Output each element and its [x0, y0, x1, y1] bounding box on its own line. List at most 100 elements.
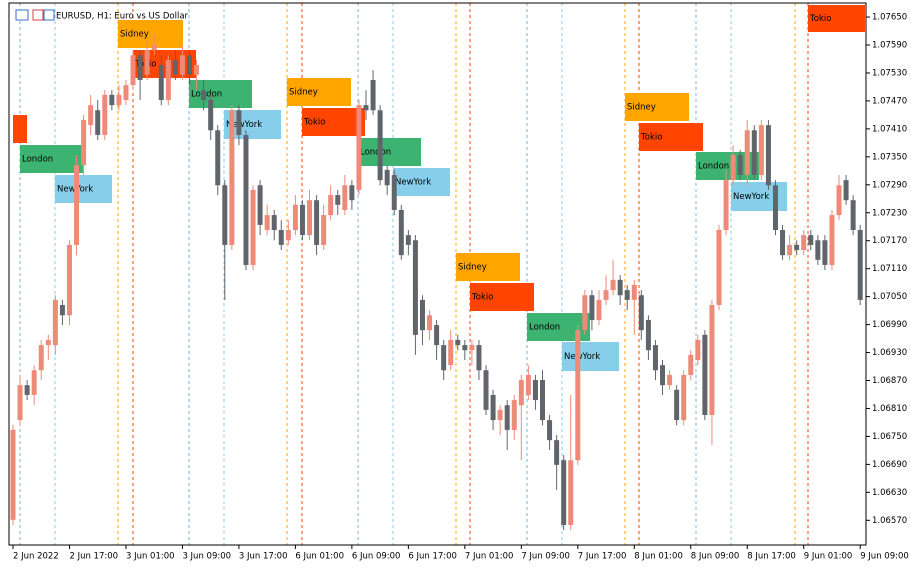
candle-body	[24, 385, 30, 395]
candle-body	[518, 380, 524, 406]
candle-body	[419, 299, 425, 331]
session-label: Sidney	[458, 263, 487, 273]
candle-body	[370, 79, 376, 111]
session-label: London	[22, 155, 53, 165]
candle-body	[391, 175, 397, 210]
candle-body	[723, 180, 729, 230]
candle-body	[81, 120, 87, 166]
icon	[32, 9, 44, 21]
candle-body	[667, 374, 673, 386]
candle-body	[822, 240, 828, 265]
candle-body	[342, 185, 348, 210]
candle-body	[737, 154, 743, 176]
candle-body	[808, 235, 814, 245]
session-box	[13, 115, 27, 143]
x-tick-label: 3 Jun 09:00	[182, 552, 231, 562]
candle-body	[681, 374, 687, 421]
candle-body	[716, 229, 722, 306]
session-box	[470, 283, 534, 311]
candle-body	[222, 185, 228, 245]
candle-body	[525, 374, 531, 395]
x-tick-label: 8 Jun 01:00	[634, 552, 683, 562]
candle-body	[321, 215, 327, 245]
candle-body	[377, 110, 383, 181]
session-label: NewYork	[564, 352, 600, 362]
y-tick-label: 1.07230	[872, 208, 907, 218]
session-box	[456, 253, 520, 281]
candle-body	[815, 240, 821, 260]
candle-body	[645, 319, 651, 351]
icon	[43, 9, 55, 21]
y-tick-label: 1.06870	[872, 376, 907, 386]
candle-body	[631, 284, 637, 300]
session-box	[393, 168, 450, 196]
candle-body	[455, 339, 461, 346]
session-box	[20, 145, 83, 173]
session-label: Sidney	[120, 30, 149, 40]
y-tick-label: 1.07650	[872, 13, 907, 23]
candle-body	[45, 339, 51, 346]
session-label: London	[191, 90, 222, 100]
candle-body	[794, 244, 800, 251]
session-box	[133, 50, 196, 78]
x-tick-label: 3 Jun 01:00	[126, 552, 175, 562]
candle-body	[829, 215, 835, 265]
candle-body	[116, 94, 122, 106]
candle-body	[52, 299, 58, 346]
candle-body	[257, 185, 263, 225]
candle-body	[151, 45, 157, 51]
candle-body	[801, 235, 807, 251]
candle-body	[201, 90, 207, 100]
candle-body	[744, 130, 750, 176]
session-label: Tokio	[303, 118, 325, 128]
candle-body	[780, 229, 786, 256]
candles	[10, 34, 863, 531]
candle-body	[660, 365, 666, 386]
candle-body	[172, 59, 178, 75]
y-tick-label: 1.07530	[872, 68, 907, 78]
session-label: Tokio	[640, 133, 662, 143]
x-tick-label: 3 Jun 17:00	[239, 552, 288, 562]
session-box	[55, 175, 112, 203]
candle-body	[208, 99, 214, 131]
session-box	[189, 80, 252, 108]
x-tick-label: 8 Jun 09:00	[691, 552, 740, 562]
candle-body	[271, 215, 277, 230]
candle-body	[130, 55, 136, 86]
candle-body	[483, 370, 489, 410]
candle-body	[596, 299, 602, 320]
y-tick-label: 1.07170	[872, 236, 907, 246]
candle-body	[229, 110, 235, 245]
session-label: Tokio	[471, 293, 493, 303]
session-box	[118, 20, 183, 48]
x-tick-label: 7 Jun 09:00	[521, 552, 570, 562]
candle-body	[412, 240, 418, 335]
y-tick-label: 1.06630	[872, 488, 907, 498]
candle-body	[469, 345, 475, 351]
session-label: Tokio	[809, 14, 831, 24]
candle-body	[532, 380, 538, 401]
session-box	[639, 123, 703, 151]
axes: 1.07650 1.07590 1.07530 1.07470 1.07410 1.073…	[12, 13, 909, 562]
candle-body	[10, 429, 16, 520]
candle-body	[540, 380, 545, 421]
x-tick-label: 2 Jun 17:00	[69, 552, 118, 562]
session-label: London	[529, 323, 560, 333]
session-box	[287, 78, 351, 106]
y-tick-label: 1.07290	[872, 180, 907, 190]
candle-body	[582, 295, 588, 331]
candle-body	[38, 345, 44, 371]
candle-body	[561, 460, 567, 525]
candle-body	[709, 305, 715, 415]
session-label: NewYork	[733, 192, 769, 202]
y-tick-label: 1.07050	[872, 292, 907, 302]
candle-body	[335, 195, 341, 205]
y-tick-label: 1.06750	[872, 432, 907, 442]
y-tick-label: 1.07470	[872, 96, 907, 106]
y-tick-label: 1.06810	[872, 404, 907, 414]
candle-body	[511, 400, 517, 430]
candle-body	[850, 200, 856, 230]
candle-body	[857, 229, 863, 300]
